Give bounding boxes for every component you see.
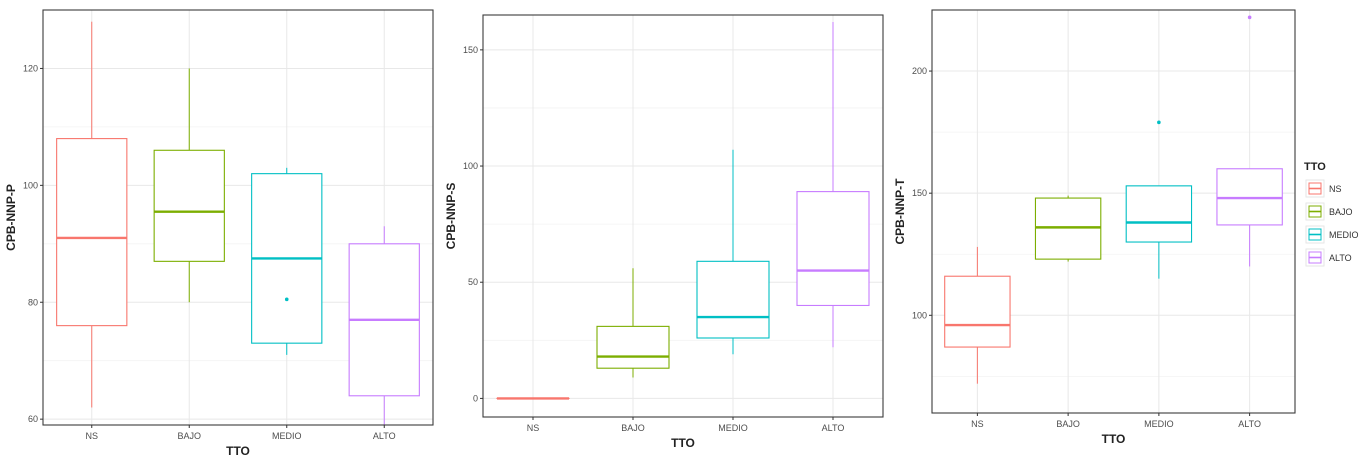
- x-axis-title: TTO: [671, 436, 695, 450]
- box-bajo: [596, 268, 670, 378]
- chart-panel-3: 100 150 200 NS BAJO MEDIO ALTO TTO CPB-NNP-T: [893, 9, 1296, 446]
- y-tick-label: 120: [23, 63, 38, 73]
- y-tick-label: 0: [473, 393, 478, 403]
- panel-border: [931, 9, 1296, 414]
- y-tick-label: 150: [912, 188, 927, 198]
- panel-border: [42, 9, 434, 426]
- y-axis-title: CPB-NNP-T: [893, 178, 907, 245]
- y-tick-label: 100: [912, 310, 927, 320]
- x-tick-label: ALTO: [822, 423, 845, 433]
- box-medio: [1125, 120, 1193, 279]
- outlier-point: [284, 297, 289, 302]
- chart-panel-1: 60 80 100 120 NS BAJO MEDIO ALTO TTO CPB-NNP-P: [4, 9, 434, 458]
- x-tick-label: NS: [85, 431, 98, 441]
- x-tick-label: MEDIO: [272, 431, 302, 441]
- x-tick-label: ALTO: [373, 431, 396, 441]
- y-tick-label: 60: [28, 414, 38, 424]
- y-axis-title: CPB-NNP-P: [4, 184, 18, 251]
- box-iqr: [696, 260, 770, 339]
- box-bajo: [1034, 195, 1102, 262]
- y-tick-label: 80: [28, 297, 38, 307]
- y-axis-title: CPB-NNP-S: [444, 183, 458, 250]
- box-iqr: [796, 191, 870, 307]
- box-iqr: [596, 325, 670, 369]
- x-tick-label: NS: [527, 423, 540, 433]
- x-tick-label: MEDIO: [718, 423, 748, 433]
- x-axis-title: TTO: [1102, 432, 1126, 446]
- x-axis-title: TTO: [226, 444, 250, 458]
- box-iqr: [153, 149, 225, 262]
- y-tick-label: 100: [463, 161, 478, 171]
- legend-label: ALTO: [1329, 253, 1352, 263]
- legend-item-bajo: BAJO: [1305, 202, 1353, 221]
- box-ns: [56, 21, 128, 408]
- box-ns: [944, 246, 1011, 384]
- box-iqr: [1125, 185, 1193, 243]
- box-alto: [796, 21, 870, 348]
- legend-item-medio: MEDIO: [1305, 225, 1359, 244]
- x-tick-label: ALTO: [1238, 419, 1261, 429]
- box-alto: [1216, 15, 1283, 267]
- legend-item-ns: NS: [1305, 179, 1342, 198]
- x-tick-label: BAJO: [1056, 419, 1080, 429]
- box-bajo: [153, 68, 225, 303]
- x-tick-label: BAJO: [621, 423, 645, 433]
- y-tick-label: 200: [912, 66, 927, 76]
- x-tick-label: NS: [971, 419, 984, 429]
- y-tick-label: 150: [463, 45, 478, 55]
- box-iqr: [944, 275, 1011, 348]
- outlier-point: [1247, 15, 1252, 20]
- outlier-point: [1157, 120, 1161, 125]
- y-tick-label: 100: [23, 180, 38, 190]
- legend-title: TTO: [1304, 161, 1326, 173]
- y-tick-label: 50: [468, 277, 478, 287]
- box-iqr: [56, 138, 128, 327]
- box-iqr: [1216, 168, 1283, 226]
- x-tick-label: MEDIO: [1144, 419, 1174, 429]
- panel-border: [482, 14, 884, 418]
- chart-panel-2: 0 50 100 150 NS BAJO MEDIO ALTO TTO CPB-NNP-S: [444, 14, 884, 450]
- x-tick-label: BAJO: [177, 431, 201, 441]
- legend-label: BAJO: [1329, 207, 1353, 217]
- legend-label: MEDIO: [1329, 230, 1359, 240]
- box-iqr: [1034, 197, 1102, 260]
- box-medio: [696, 149, 770, 355]
- box-medio: [251, 167, 323, 355]
- box-alto: [348, 226, 420, 425]
- legend: TTO NS BAJO MEDIO ALTO: [1304, 161, 1359, 267]
- legend-label: NS: [1329, 184, 1342, 194]
- legend-item-alto: ALTO: [1305, 248, 1352, 267]
